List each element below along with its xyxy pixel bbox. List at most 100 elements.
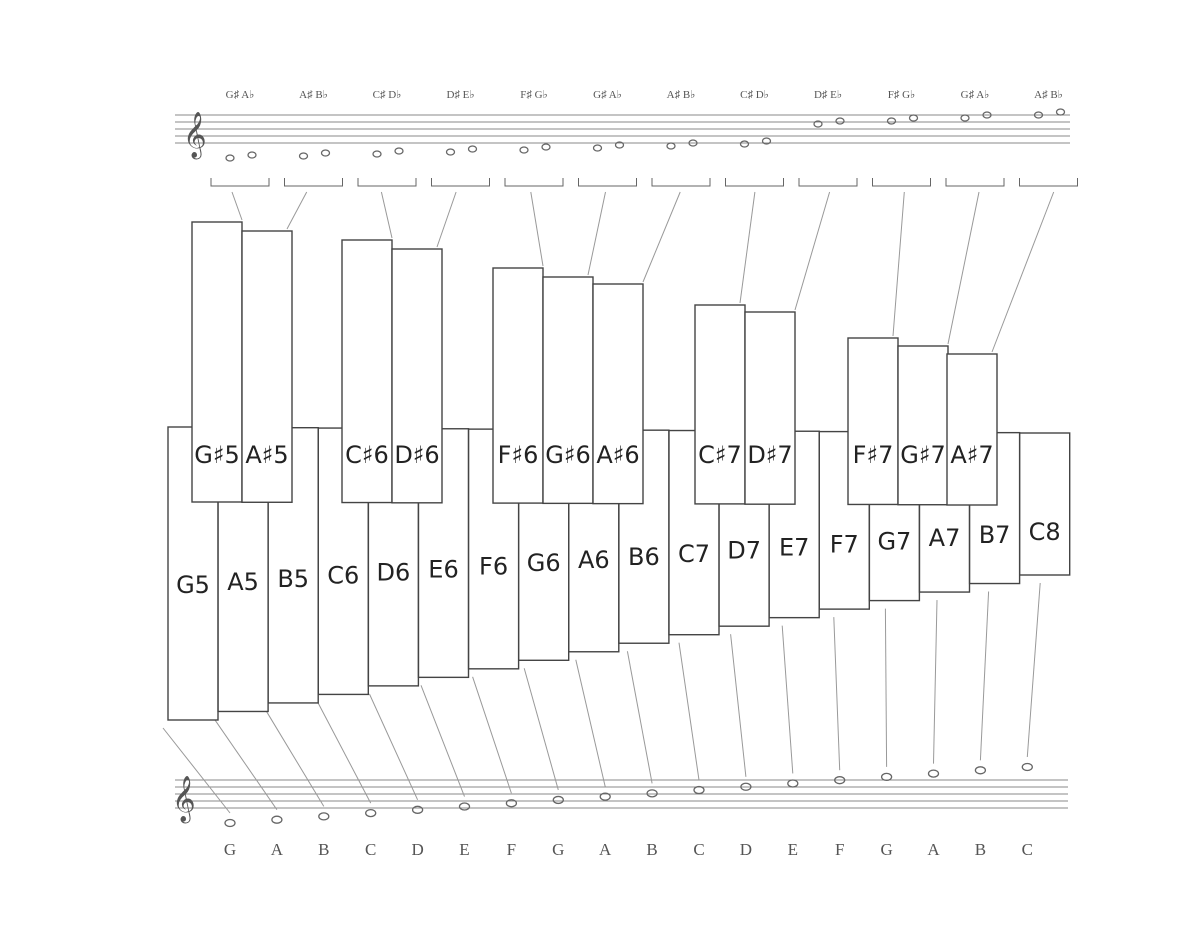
note-head xyxy=(552,795,564,805)
accidental-label: C♯ D♭ xyxy=(373,89,402,101)
accidental-label: A♯ B♭ xyxy=(299,89,328,101)
sharp-bar-label: G♯5 xyxy=(194,441,239,469)
sharp-bar xyxy=(897,345,949,506)
note-head xyxy=(519,146,529,154)
note-head xyxy=(666,142,676,150)
leader-line xyxy=(642,191,681,283)
note-letter: D xyxy=(740,840,752,859)
note-head xyxy=(982,111,992,119)
accidental-label: D♯ E♭ xyxy=(814,89,842,101)
note-head xyxy=(365,808,377,818)
natural-bar-label: A6 xyxy=(578,546,610,574)
sharp-bar xyxy=(341,239,393,504)
leaders xyxy=(162,108,1078,828)
leader-line xyxy=(739,191,756,304)
accidental-label: F♯ G♭ xyxy=(888,89,916,101)
natural-bar-label: G7 xyxy=(877,527,911,555)
note-head xyxy=(445,148,456,156)
sharp-bar xyxy=(694,304,746,505)
leader-line xyxy=(730,634,747,777)
natural-bar-label: B5 xyxy=(277,565,309,593)
note-head xyxy=(247,151,257,159)
sharp-bar xyxy=(241,230,293,503)
bracket xyxy=(872,178,931,187)
note-letter: E xyxy=(459,840,469,859)
natural-bar-label: G6 xyxy=(527,549,561,577)
leader-line xyxy=(265,710,325,807)
natural-bar-label: E7 xyxy=(779,534,809,562)
bracket xyxy=(651,178,711,187)
sharp-bar-label: G♯7 xyxy=(900,441,945,469)
natural-bar-label: F7 xyxy=(830,530,859,558)
note-head xyxy=(541,143,551,151)
leader-line xyxy=(420,685,465,797)
leader-line xyxy=(162,727,231,814)
note-letter: C xyxy=(693,840,704,859)
leader-line xyxy=(286,191,308,230)
note-letter: G xyxy=(552,840,564,859)
leader-line xyxy=(587,191,606,276)
leader-line xyxy=(380,191,393,239)
note-head xyxy=(1033,111,1044,119)
leader-line xyxy=(436,191,457,248)
natural-bar-label: F6 xyxy=(479,552,508,580)
sharp-bar-label: D♯7 xyxy=(747,441,792,469)
natural-bar-label: C8 xyxy=(1029,518,1061,546)
natural-bar-label: B6 xyxy=(628,543,660,571)
leader-line xyxy=(781,625,794,774)
sharp-bars xyxy=(191,221,998,506)
note-head xyxy=(739,140,750,148)
note-head xyxy=(1055,108,1066,116)
bracket xyxy=(431,178,490,187)
leader-line xyxy=(575,659,606,787)
bracket xyxy=(725,178,784,187)
note-head xyxy=(761,137,772,145)
bracket xyxy=(798,178,858,187)
note-letter: A xyxy=(599,840,612,859)
note-head xyxy=(271,815,283,824)
bracket xyxy=(1019,178,1078,187)
treble-clef: 𝄞 xyxy=(183,112,207,160)
bracket xyxy=(504,178,564,187)
accidental-label: D♯ E♭ xyxy=(446,89,474,101)
sharp-bar xyxy=(592,283,644,505)
sharp-bar-label: F♯7 xyxy=(853,441,894,469)
accidental-label: G♯ A♭ xyxy=(961,89,990,101)
leader-line xyxy=(1026,582,1041,758)
sharp-bar-label: F♯6 xyxy=(498,441,539,469)
note-head xyxy=(592,144,603,152)
note-head xyxy=(458,802,471,811)
note-head xyxy=(394,147,404,155)
leader-line xyxy=(317,702,372,804)
note-head xyxy=(688,139,698,147)
note-head xyxy=(740,782,752,791)
note-head xyxy=(320,149,331,157)
note-letter: C xyxy=(1022,840,1033,859)
note-head xyxy=(467,145,478,153)
natural-bar-label: B7 xyxy=(979,521,1011,549)
note-letter: G xyxy=(880,840,892,859)
note-head xyxy=(880,772,893,782)
sharp-bar-label: A♯5 xyxy=(245,441,288,469)
leader-line xyxy=(368,693,419,801)
leader-line xyxy=(678,642,700,781)
sharp-bar-label: D♯6 xyxy=(394,441,439,469)
accidental-label: G♯ A♭ xyxy=(226,89,255,101)
natural-bar-label: A5 xyxy=(227,568,259,596)
note-head xyxy=(411,805,424,814)
note-letter: A xyxy=(927,840,940,859)
note-head xyxy=(318,812,330,821)
bracket xyxy=(210,178,270,187)
sharp-bar xyxy=(946,353,998,506)
note-head xyxy=(614,141,625,149)
note-head xyxy=(787,779,799,788)
sharp-bar-label: A♯7 xyxy=(950,441,993,469)
bracket xyxy=(945,178,1005,187)
natural-bar-label: E6 xyxy=(428,555,458,583)
note-head xyxy=(927,769,940,778)
leader-line xyxy=(833,617,841,771)
note-letter: B xyxy=(975,840,986,859)
bottom-staff: 𝄞 xyxy=(172,776,1068,824)
leader-line xyxy=(472,676,512,794)
